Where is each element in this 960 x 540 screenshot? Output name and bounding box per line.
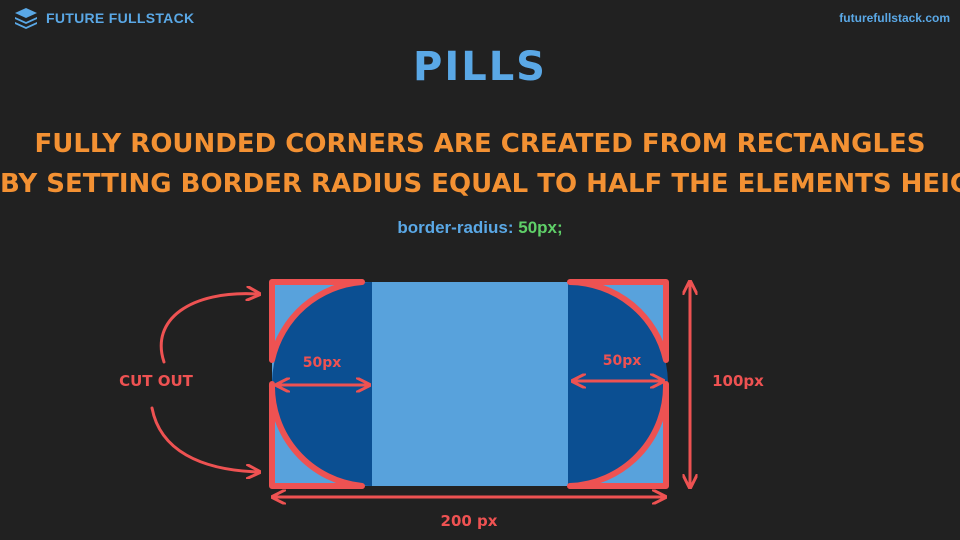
height-label: 100px [712, 372, 764, 390]
bottom-right-cutout-outline [567, 381, 670, 489]
pill-center [372, 282, 568, 486]
cutout-arrow-top [159, 294, 258, 364]
subtitle-line-2: BY SETTING BORDER RADIUS EQUAL TO HALF T… [0, 169, 960, 199]
site-url[interactable]: futurefullstack.com [839, 11, 950, 25]
subtitle-line-1: FULLY ROUNDED CORNERS ARE CREATED FROM R… [34, 129, 926, 159]
brand: FUTURE FULLSTACK [14, 7, 194, 29]
css-property: border-radius: [397, 218, 514, 237]
bottom-left-cutout-outline [268, 381, 365, 489]
top-left-cutout-outline [269, 279, 365, 363]
css-code-snippet: border-radius: 50px; [0, 218, 960, 238]
right-radius-label: 50px [603, 353, 642, 369]
brand-name: FUTURE FULLSTACK [46, 10, 195, 26]
top-right-cutout-outline [567, 279, 669, 363]
css-value: 50px; [518, 218, 563, 237]
cutout-label: CUT OUT [119, 372, 194, 390]
width-label: 200 px [441, 512, 498, 530]
layers-stack-icon [15, 8, 37, 29]
left-radius-label: 50px [303, 355, 342, 371]
page-title: PILLS [413, 44, 547, 90]
cutout-arrow-bottom [150, 406, 258, 472]
